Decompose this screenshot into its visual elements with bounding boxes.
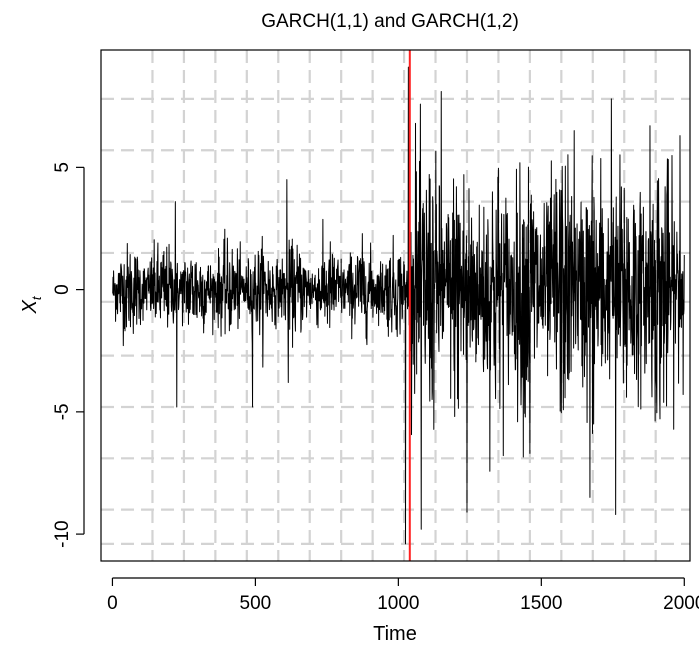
plot-frame <box>100 49 691 562</box>
x-axis: 0 500 1000 1500 2000 <box>107 577 699 614</box>
x-axis-label: Time <box>373 623 417 645</box>
y-tick-label: 0 <box>52 284 73 295</box>
y-tick-label: -5 <box>52 403 73 420</box>
y-axis-label-subscript: t <box>29 295 44 300</box>
series-path <box>112 66 685 545</box>
x-tick-label: 0 <box>107 593 118 614</box>
x-tick-label: 1000 <box>377 593 419 614</box>
y-axis: -10 -5 0 5 <box>52 162 85 548</box>
x-tick-label: 1500 <box>520 593 562 614</box>
y-tick-label: -10 <box>52 520 73 547</box>
chart-title: GARCH(1,1) and GARCH(1,2) <box>261 11 519 32</box>
x-tick-label: 2000 <box>663 593 699 614</box>
series-line-xt <box>112 66 685 545</box>
y-tick-label: 5 <box>52 162 73 173</box>
y-axis-label: Xt <box>19 295 44 314</box>
x-tick-label: 500 <box>240 593 272 614</box>
